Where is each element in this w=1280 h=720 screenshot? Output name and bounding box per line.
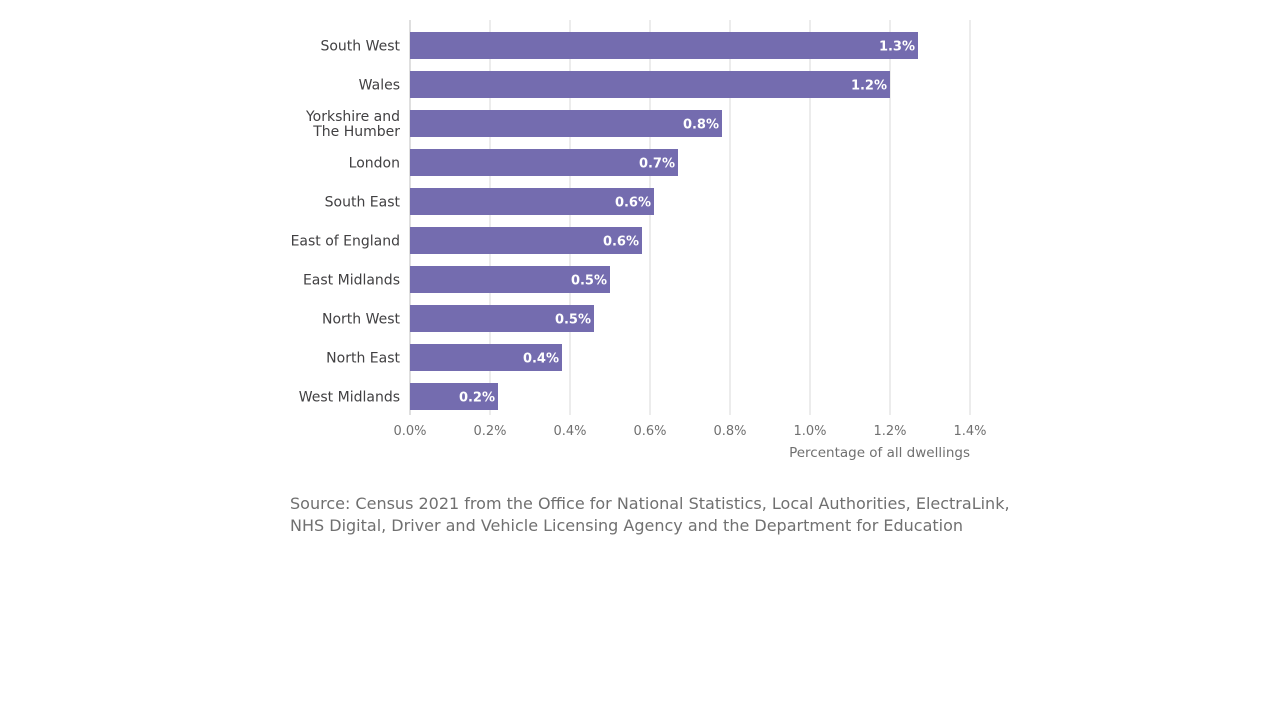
bar <box>410 110 722 137</box>
data-label: 0.2% <box>459 391 495 406</box>
x-tick-label: 0.8% <box>713 424 746 439</box>
category-label: East Midlands <box>303 273 400 289</box>
data-label: 0.6% <box>615 196 651 211</box>
data-label: 0.7% <box>639 157 675 172</box>
bar <box>410 149 678 176</box>
x-tick-label: 0.4% <box>553 424 586 439</box>
source-note: Source: Census 2021 from the Office for … <box>290 493 1010 537</box>
category-labels: South West Wales Yorkshire and The Humber Lo… <box>291 39 401 406</box>
x-tick-label: 0.2% <box>473 424 506 439</box>
bar <box>410 227 642 254</box>
bar <box>410 266 610 293</box>
category-label: North West <box>322 312 401 328</box>
source-line-1: Source: Census 2021 from the Office for … <box>290 494 1010 513</box>
x-axis-title: Percentage of all dwellings <box>789 445 970 461</box>
category-label: Wales <box>359 78 400 94</box>
bar-chart: 1.3% 1.2% 0.8% 0.7% 0.6% 0.6% 0.5% 0.5% 0.4% 0.2%… <box>291 20 987 461</box>
category-label: East of England <box>291 234 400 250</box>
category-label: West Midlands <box>299 390 400 406</box>
data-label: 0.5% <box>555 313 591 328</box>
bar <box>410 305 594 332</box>
x-tick-label: 1.2% <box>873 424 906 439</box>
x-tick-label: 1.0% <box>793 424 826 439</box>
x-axis-ticks: 0.0% 0.2% 0.4% 0.6% 0.8% 1.0% 1.2% 1.4% <box>393 424 986 439</box>
data-label: 0.8% <box>683 118 719 133</box>
data-label: 0.4% <box>523 352 559 367</box>
source-line-2: NHS Digital, Driver and Vehicle Licensin… <box>290 516 964 535</box>
bar <box>410 383 498 410</box>
data-label: 1.3% <box>879 40 915 55</box>
data-label: 0.6% <box>603 235 639 250</box>
bar <box>410 344 562 371</box>
data-label: 1.2% <box>851 79 887 94</box>
x-tick-label: 0.6% <box>633 424 666 439</box>
bar <box>410 71 890 98</box>
category-label: North East <box>326 351 400 367</box>
data-label: 0.5% <box>571 274 607 289</box>
category-label: London <box>349 156 400 172</box>
category-label: South East <box>325 195 401 211</box>
bars: 1.3% 1.2% 0.8% 0.7% 0.6% 0.6% 0.5% 0.5% 0.4% 0.2% <box>410 32 918 410</box>
x-tick-label: 0.0% <box>393 424 426 439</box>
category-label: Yorkshire and The Humber <box>305 109 400 140</box>
bar <box>410 188 654 215</box>
category-label: South West <box>320 39 400 55</box>
bar <box>410 32 918 59</box>
x-tick-label: 1.4% <box>953 424 986 439</box>
